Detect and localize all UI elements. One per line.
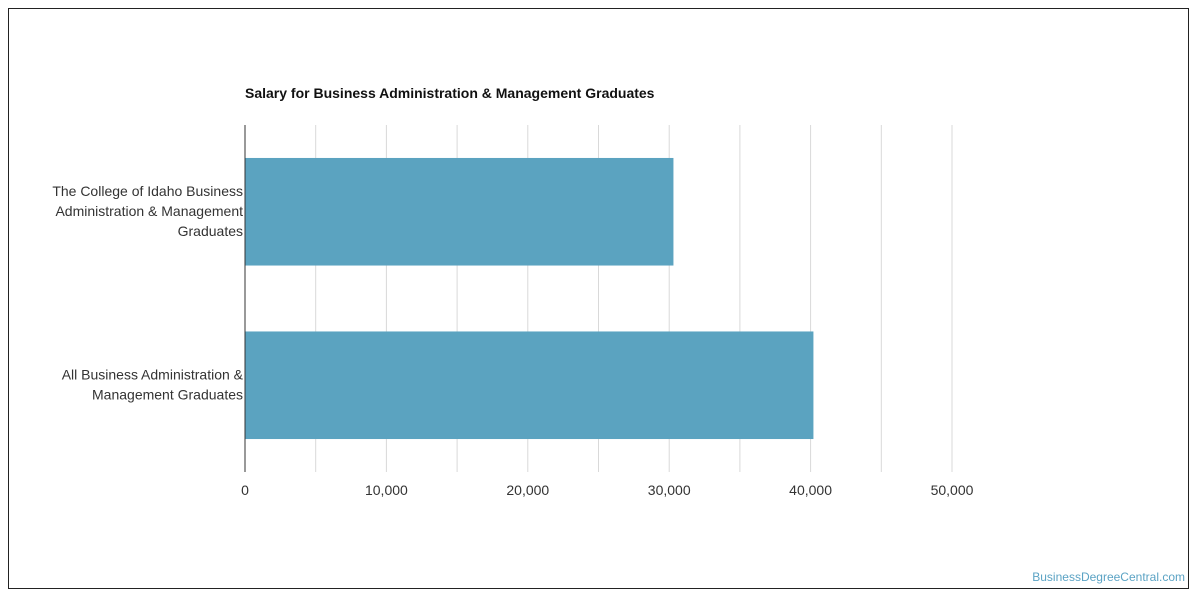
bar: [245, 331, 814, 440]
category-label: The College of Idaho Business Administrat…: [52, 182, 243, 238]
x-tick-label: 0: [241, 482, 249, 498]
x-tick-label: 50,000: [931, 482, 974, 498]
chart-title: Salary for Business Administration & Man…: [245, 85, 655, 101]
watermark-link[interactable]: BusinessDegreeCentral.com: [1032, 570, 1185, 584]
bar: [245, 157, 674, 266]
x-tick-label: 40,000: [789, 482, 832, 498]
category-label: All Business Administration & Management …: [62, 366, 244, 402]
x-tick-label: 10,000: [365, 482, 408, 498]
x-tick-label: 20,000: [506, 482, 549, 498]
x-tick-label: 30,000: [648, 482, 691, 498]
